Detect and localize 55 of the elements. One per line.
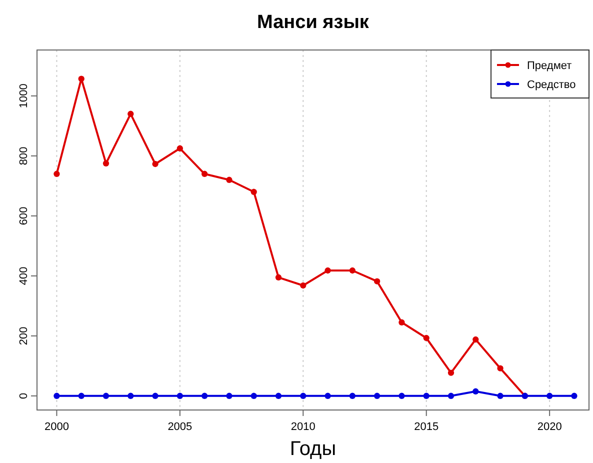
point xyxy=(472,336,479,343)
point xyxy=(349,392,356,399)
point xyxy=(275,274,282,280)
point xyxy=(78,76,84,82)
point xyxy=(497,365,504,372)
point xyxy=(226,176,232,183)
point xyxy=(226,392,232,399)
x-tick-label: 2015 xyxy=(414,421,439,433)
x-axis-title: Годы xyxy=(290,438,336,460)
point xyxy=(448,370,454,376)
y-tick-label: 0 xyxy=(18,392,30,399)
x-tick-label: 2010 xyxy=(290,421,316,433)
point xyxy=(448,392,454,399)
point xyxy=(275,392,282,399)
point xyxy=(128,110,134,117)
point xyxy=(176,392,184,399)
x-tick-label: 2005 xyxy=(168,421,192,433)
point xyxy=(152,392,158,399)
point xyxy=(54,392,60,399)
y-tick-label: 1000 xyxy=(18,84,30,108)
point xyxy=(423,334,430,342)
y-tick-label: 800 xyxy=(18,146,30,166)
point xyxy=(250,188,257,195)
point xyxy=(250,392,257,399)
point xyxy=(497,392,504,399)
point xyxy=(102,392,110,399)
point xyxy=(423,392,430,399)
point xyxy=(300,282,306,289)
point xyxy=(374,278,380,284)
point xyxy=(300,392,306,399)
point xyxy=(324,267,331,274)
point xyxy=(78,392,84,399)
y-tick-label: 200 xyxy=(18,326,30,346)
point xyxy=(546,392,553,399)
y-tick-label: 600 xyxy=(18,206,30,226)
point xyxy=(374,392,380,399)
point xyxy=(176,145,184,152)
point xyxy=(128,392,134,399)
point xyxy=(102,160,110,166)
point xyxy=(201,170,208,177)
chart-title: Манси язык xyxy=(257,12,370,33)
point xyxy=(571,392,578,399)
point xyxy=(152,160,158,168)
point xyxy=(398,392,405,399)
y-tick-label: 400 xyxy=(18,266,30,286)
x-tick-label: 2020 xyxy=(537,421,562,433)
legend-label: Предмет xyxy=(527,60,572,72)
point xyxy=(472,388,479,394)
point xyxy=(398,319,405,326)
x-tick-label: 2000 xyxy=(44,421,69,433)
point xyxy=(349,267,356,274)
point xyxy=(324,392,331,399)
legend-label: Средство xyxy=(527,79,576,91)
point xyxy=(201,392,208,399)
point xyxy=(54,170,60,177)
